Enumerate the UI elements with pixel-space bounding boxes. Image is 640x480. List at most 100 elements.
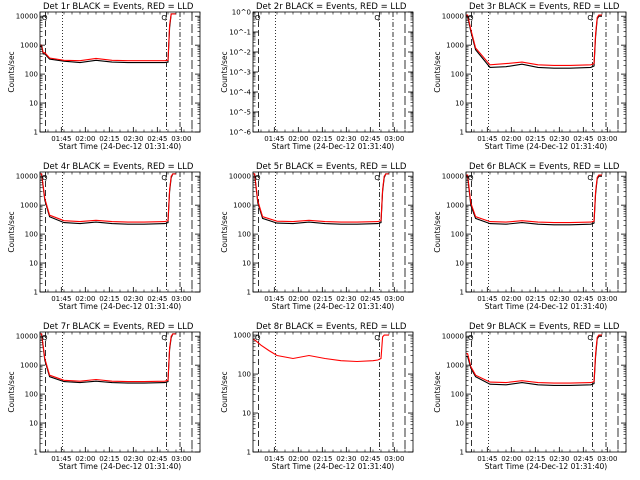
x-axis-label: Start Time (24-Dec-12 01:31:40) [59,142,181,151]
x-tick-label: 02:30 [336,135,356,143]
annotation-q: Q [587,14,593,22]
x-tick-label: 02:30 [336,295,356,303]
y-axis-label: Counts/sec [7,211,16,252]
x-tick-label: 01:45 [51,295,71,303]
x-axis-label: Start Time (24-Dec-12 01:31:40) [272,142,394,151]
x-tick-label: 02:00 [75,135,95,143]
y-tick-label: 10 [455,420,464,428]
y-tick-label: 100 [451,71,464,79]
x-tick-label: 02:00 [288,455,308,463]
y-tick-label: 100 [451,391,464,399]
x-tick-label: 02:00 [501,295,521,303]
y-tick-label: 1 [34,289,38,297]
plot-frame [252,11,414,133]
y-axis-label: Counts/sec [220,371,229,412]
x-tick-label: 02:30 [336,455,356,463]
y-tick-label: 1 [34,129,38,137]
x-tick-label: 02:45 [360,135,380,143]
y-axis-label: Counts/sec [433,371,442,412]
x-tick-label: 02:15 [99,135,119,143]
panel-title: Det 8r BLACK = Events, RED = LLD [256,322,407,332]
y-tick-label: 1000 [20,42,38,50]
x-axis-label: Start Time (24-Dec-12 01:31:40) [485,462,607,471]
y-tick-label: 1000 [233,332,251,340]
x-tick-label: 02:45 [573,455,593,463]
y-tick-label: 100 [25,231,38,239]
y-axis-label: Counts/sec [433,211,442,252]
y-tick-label: 1 [247,449,251,457]
series-line-lld [253,173,389,223]
x-tick-label: 02:15 [525,455,545,463]
x-tick-label: 02:00 [501,455,521,463]
x-tick-label: 02:30 [549,295,569,303]
x-axis-label: Start Time (24-Dec-12 01:31:40) [485,142,607,151]
x-tick-label: 03:00 [384,135,404,143]
y-tick-label: 10 [242,410,251,418]
x-tick-label: 01:45 [264,455,284,463]
annotation-q: Q [587,334,593,342]
annotation-q: Q [374,334,380,342]
x-tick-label: 01:45 [264,295,284,303]
series-line-events [253,173,389,225]
panel-det-7r: Det 7r BLACK = Events, RED = LLD 1 10 100 10… [7,322,201,471]
x-tick-label: 02:00 [288,135,308,143]
panel-det-8r: Det 8r BLACK = Events, RED = LLD 1 10 100 10… [220,322,414,471]
series-line-events [466,175,602,226]
plot-frame [39,11,201,133]
panel-det-6r: Det 6r BLACK = Events, RED = LLD 1 10 100 10… [433,162,627,311]
x-tick-label: 02:45 [147,135,167,143]
x-tick-label: 03:00 [171,295,191,303]
panel-det-1r: Det 1r BLACK = Events, RED = LLD 1 10 100 10… [7,2,201,151]
y-tick-label: 10^-5 [229,109,251,117]
series-line-events [40,173,176,225]
series-line-events [466,335,602,386]
x-tick-label: 01:45 [51,135,71,143]
y-tick-label: 10000 [16,333,38,341]
y-tick-label: 100 [238,371,251,379]
y-tick-label: 1000 [20,202,38,210]
x-tick-label: 01:45 [51,455,71,463]
x-tick-label: 02:45 [573,295,593,303]
panel-title: Det 5r BLACK = Events, RED = LLD [256,162,407,172]
y-tick-label: 10^0 [232,9,251,17]
y-axis-label: Counts/sec [220,51,229,92]
y-tick-label: 10 [29,100,38,108]
panel-det-4r: Det 4r BLACK = Events, RED = LLD 1 10 100 10… [7,162,201,311]
y-tick-label: 10 [242,260,251,268]
x-tick-label: 02:30 [123,295,143,303]
panel-title: Det 9r BLACK = Events, RED = LLD [469,322,620,332]
y-tick-label: 1 [34,449,38,457]
x-tick-label: 02:30 [549,455,569,463]
annotation-q: Q [161,334,167,342]
x-tick-label: 02:15 [312,455,332,463]
plot-frame [465,331,627,453]
x-axis-label: Start Time (24-Dec-12 01:31:40) [272,302,394,311]
x-tick-label: 03:00 [597,135,617,143]
x-tick-label: 03:00 [171,455,191,463]
annotation-q: Q [255,334,261,342]
annotation-q: Q [374,14,380,22]
x-tick-label: 01:45 [477,455,497,463]
series-line-events [40,333,176,384]
x-tick-label: 02:30 [123,455,143,463]
annotation-q: Q [468,334,474,342]
y-axis-label: Counts/sec [7,371,16,412]
x-tick-label: 01:45 [264,135,284,143]
y-tick-label: 10000 [16,13,38,21]
annotation-q: Q [255,174,261,182]
x-axis-label: Start Time (24-Dec-12 01:31:40) [59,462,181,471]
y-tick-label: 100 [25,71,38,79]
x-tick-label: 02:45 [147,455,167,463]
panel-det-2r: Det 2r BLACK = Events, RED = LLD 10^-6 10^… [220,2,414,151]
panel-title: Det 6r BLACK = Events, RED = LLD [469,162,620,172]
x-tick-label: 02:15 [525,135,545,143]
plot-frame [252,171,414,293]
plot-frame [465,171,627,293]
y-tick-label: 1 [460,129,464,137]
x-tick-label: 02:00 [75,455,95,463]
y-tick-label: 10 [455,260,464,268]
annotation-q: Q [42,14,48,22]
plot-frame [39,331,201,453]
series-line-lld [466,334,602,384]
y-tick-label: 10 [29,420,38,428]
